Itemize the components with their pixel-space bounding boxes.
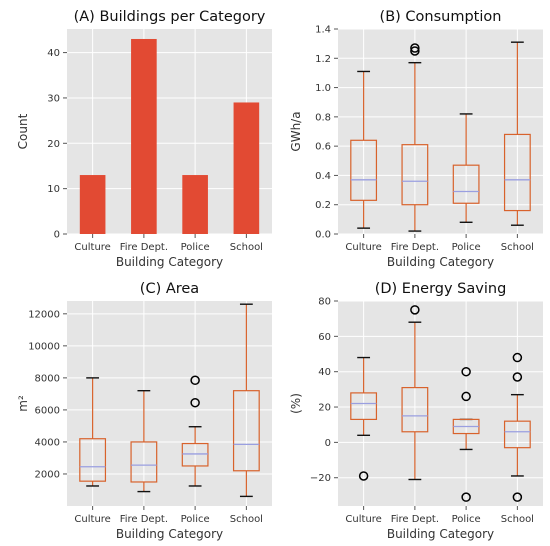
box-iqr bbox=[350, 392, 378, 421]
y-axis-label: GWh/a bbox=[289, 111, 303, 151]
y-tick-label: 0.8 bbox=[315, 112, 331, 123]
y-tick-label: 1.2 bbox=[315, 54, 331, 65]
y-tick-label: 1.0 bbox=[315, 83, 331, 94]
box-fire-dept bbox=[401, 43, 429, 232]
y-tick-label: 20 bbox=[318, 403, 331, 414]
bar-school bbox=[233, 102, 260, 234]
flier-point bbox=[410, 305, 420, 315]
flier-point bbox=[512, 492, 523, 502]
chart-title: (C) Area bbox=[140, 281, 199, 297]
flier-point bbox=[461, 492, 471, 502]
plot-area bbox=[338, 29, 543, 234]
flier-point bbox=[461, 391, 471, 402]
x-axis-label: Building Category bbox=[116, 527, 223, 541]
y-axis-label: m² bbox=[16, 395, 30, 412]
box-culture bbox=[350, 356, 378, 481]
x-tick-label: School bbox=[501, 242, 534, 253]
panel-C: 2000 4000 6000 8000 10000 12000 Culture Fire De… bbox=[16, 281, 272, 541]
y-tick-label: 0 bbox=[54, 230, 60, 241]
y-tick-label: 0.4 bbox=[315, 171, 331, 182]
box-school bbox=[503, 352, 531, 502]
box-iqr bbox=[232, 390, 260, 472]
panel-B: 0.0 0.2 0.4 0.6 0.8 1.0 1.2 1.4 Culture Fire Dept… bbox=[289, 9, 543, 269]
y-tick-label: 0 bbox=[325, 438, 331, 449]
x-axis-label: Building Category bbox=[387, 255, 494, 269]
y-tick-label: 6000 bbox=[35, 405, 60, 416]
x-tick-label: Police bbox=[452, 514, 481, 525]
box-police bbox=[452, 366, 480, 502]
y-tick-label: 60 bbox=[318, 332, 331, 343]
flier-point bbox=[512, 352, 523, 363]
box-culture bbox=[350, 70, 378, 229]
x-axis-label: Building Category bbox=[387, 527, 494, 541]
x-tick-label: Police bbox=[181, 514, 210, 525]
chart-title: (B) Consumption bbox=[380, 9, 502, 25]
y-axis-label: Count bbox=[16, 113, 30, 149]
flier-point bbox=[410, 43, 420, 53]
box-school bbox=[503, 41, 531, 226]
x-tick-label: School bbox=[230, 514, 263, 525]
y-tick-label: 2000 bbox=[35, 469, 60, 480]
box-iqr bbox=[401, 386, 429, 433]
flier-point bbox=[461, 366, 471, 377]
x-tick-label: Culture bbox=[345, 514, 381, 525]
bar-police bbox=[182, 175, 208, 234]
bar-fire-dept bbox=[131, 38, 157, 234]
y-tick-label: 4000 bbox=[35, 437, 60, 448]
flier-point bbox=[512, 372, 523, 382]
box-iqr bbox=[503, 420, 531, 449]
y-tick-label: 8000 bbox=[35, 373, 60, 384]
y-tick-label: 20 bbox=[47, 139, 60, 150]
x-tick-label: Fire Dept. bbox=[120, 514, 168, 525]
x-tick-label: Culture bbox=[345, 242, 381, 253]
x-axis-label: Building Category bbox=[116, 255, 223, 269]
flier-point bbox=[190, 397, 200, 408]
x-tick-label: Police bbox=[181, 242, 210, 253]
y-tick-label: 0.0 bbox=[315, 230, 331, 241]
box-police bbox=[181, 375, 209, 487]
y-tick-label: 40 bbox=[318, 367, 331, 378]
plot-area bbox=[67, 301, 272, 506]
y-tick-label: 10000 bbox=[28, 341, 60, 352]
box-iqr bbox=[503, 133, 531, 212]
x-tick-label: Fire Dept. bbox=[120, 242, 168, 253]
x-tick-label: Culture bbox=[74, 514, 110, 525]
bar-culture bbox=[79, 175, 106, 234]
chart-title: (D) Energy Saving bbox=[375, 281, 507, 297]
box-iqr bbox=[130, 441, 158, 483]
x-tick-label: Culture bbox=[74, 242, 110, 253]
y-tick-label: −20 bbox=[310, 473, 331, 484]
x-tick-label: Fire Dept. bbox=[391, 242, 439, 253]
box-culture bbox=[79, 377, 107, 487]
flier-point bbox=[190, 375, 200, 386]
box-fire-dept bbox=[401, 305, 429, 481]
x-tick-label: Police bbox=[452, 242, 481, 253]
flier-point bbox=[410, 46, 420, 56]
y-axis-label: (%) bbox=[289, 393, 303, 414]
y-tick-label: 80 bbox=[318, 297, 331, 308]
y-tick-label: 40 bbox=[47, 48, 60, 59]
panel-A: 0 10 20 30 40 Culture Fire Dept. Police School (A… bbox=[16, 9, 272, 269]
box-school bbox=[232, 303, 260, 498]
y-tick-label: 30 bbox=[47, 93, 60, 104]
y-tick-label: 10 bbox=[47, 184, 60, 195]
box-iqr bbox=[79, 438, 107, 482]
y-tick-label: 1.4 bbox=[315, 25, 331, 36]
box-fire-dept bbox=[130, 389, 158, 493]
x-tick-label: School bbox=[230, 242, 263, 253]
box-iqr bbox=[181, 442, 209, 467]
x-tick-label: School bbox=[501, 514, 534, 525]
box-iqr bbox=[350, 139, 378, 201]
box-iqr bbox=[452, 164, 480, 204]
y-tick-label: 12000 bbox=[28, 309, 60, 320]
panel-D: −20 0 20 40 60 80 Culture Fire Dept. Police Schoo… bbox=[289, 281, 543, 541]
flier-point bbox=[358, 471, 369, 481]
box-iqr bbox=[401, 144, 429, 206]
box-police bbox=[452, 113, 480, 223]
y-tick-label: 0.2 bbox=[315, 200, 331, 211]
y-tick-label: 0.6 bbox=[315, 142, 331, 153]
x-tick-label: Fire Dept. bbox=[391, 514, 439, 525]
chart-title: (A) Buildings per Category bbox=[74, 9, 266, 25]
